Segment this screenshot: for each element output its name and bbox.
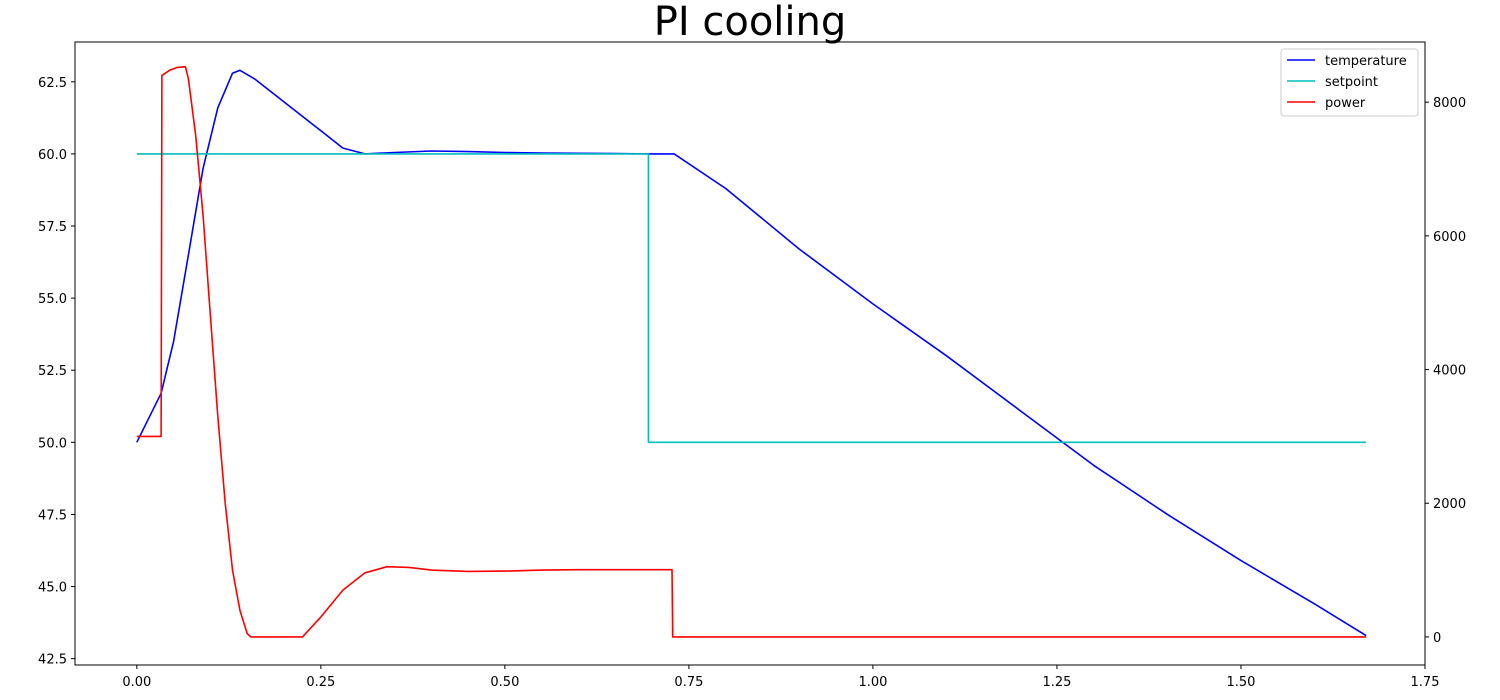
x-tick-label: 0.50: [490, 675, 519, 690]
legend-label-setpoint: setpoint: [1325, 75, 1378, 90]
y-right-tick-label: 2000: [1433, 497, 1466, 512]
legend-frame: [1280, 48, 1419, 117]
x-tick-label: 0.75: [674, 675, 703, 690]
series-line-temperature: [136, 69, 1367, 637]
chart-title: PI cooling: [654, 0, 847, 45]
legend-label-power: power: [1325, 96, 1366, 111]
x-tick-label: 1.00: [858, 675, 887, 690]
y-left-tick-label: 62.5: [38, 76, 67, 91]
y-left-tick-label: 57.5: [38, 220, 67, 235]
x-tick-label: 1.25: [1042, 675, 1071, 690]
series-layer: [136, 65, 1367, 638]
y-right-tick-label: 0: [1433, 631, 1441, 646]
y-left-tick-label: 60.0: [38, 148, 67, 163]
y-left-tick-label: 47.5: [38, 508, 67, 523]
series-line-power: [136, 65, 1367, 638]
x-tick-label: 1.50: [1226, 675, 1255, 690]
plot-frame: [74, 41, 1426, 666]
legend-label-temperature: temperature: [1325, 54, 1407, 69]
x-tick-label: 0.25: [306, 675, 335, 690]
x-tick-label: 1.75: [1411, 675, 1440, 690]
y-left-tick-label: 45.0: [38, 581, 67, 596]
y-left-tick-label: 50.0: [38, 436, 67, 451]
y-left-tick-label: 55.0: [38, 292, 67, 307]
y-right-tick-label: 4000: [1433, 364, 1466, 379]
legend: temperature setpoint power: [1280, 48, 1419, 117]
x-tick-label: 0.00: [122, 675, 151, 690]
series-line-setpoint: [136, 153, 1367, 444]
y-left-tick-label: 52.5: [38, 364, 67, 379]
y-right-tick-label: 8000: [1433, 96, 1466, 111]
y-right-tick-label: 6000: [1433, 230, 1466, 245]
axis-layer: 0.00 0.25 0.50 0.75 1.00 1.25 1.50 1.75 42.5 45.0…: [38, 76, 1466, 690]
y-left-tick-label: 42.5: [38, 653, 67, 668]
